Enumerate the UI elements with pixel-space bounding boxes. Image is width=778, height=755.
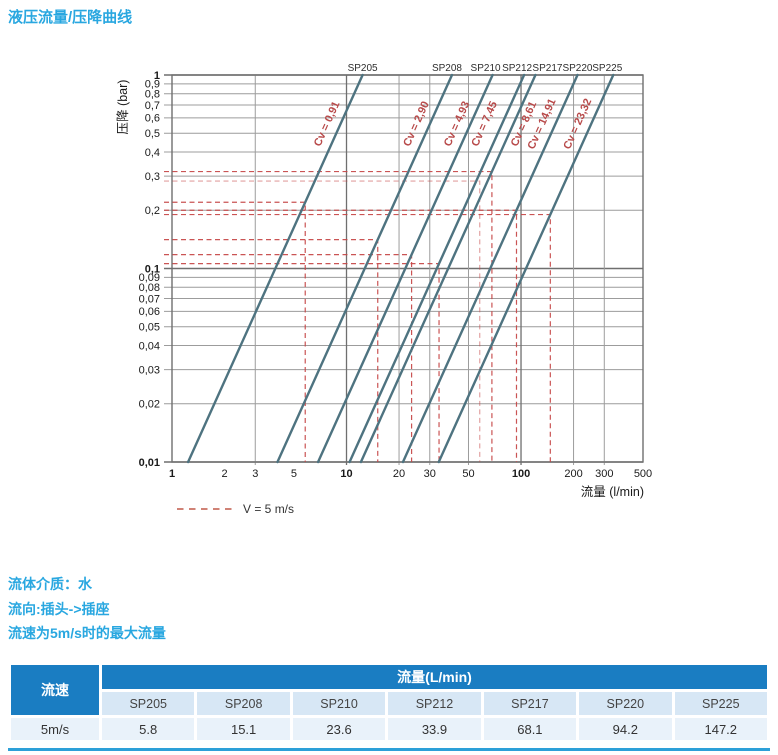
- series-label-SP217: SP217: [532, 63, 562, 74]
- flow-value-cell: 5.8: [98, 715, 198, 743]
- note-max-flow: 流速为5m/s时的最大流量: [8, 625, 166, 641]
- y-tick-label: 0,4: [145, 147, 160, 159]
- y-tick-label: 0,01: [139, 457, 160, 469]
- series-label-SP220: SP220: [562, 63, 592, 74]
- plot-border: [171, 74, 644, 463]
- y-axis-title: 压降 (bar): [116, 80, 130, 135]
- y-tick-label: 0,09: [139, 272, 160, 284]
- series-label-SP212: SP212: [502, 63, 532, 74]
- model-column-header: SP212: [385, 689, 484, 718]
- curve-SP217: [359, 73, 537, 464]
- x-tick-label: 30: [424, 468, 436, 480]
- curve-SP212: [348, 73, 526, 464]
- y-tick-label: 0,1: [145, 263, 160, 275]
- series-label-SP208: SP208: [432, 63, 462, 74]
- y-tick-label: 0,7: [145, 100, 160, 112]
- curve-SP210: [316, 73, 494, 464]
- y-tick-label: 0,08: [139, 282, 160, 294]
- cv-curves: [186, 73, 615, 464]
- model-column-header: SP217: [480, 689, 580, 718]
- y-tick-label: 0,03: [139, 364, 160, 376]
- x-tick-label: 2: [221, 468, 227, 480]
- x-tick-label: 20: [393, 468, 405, 480]
- y-tick-label: 0,6: [145, 113, 160, 125]
- x-tick-label: 3: [252, 468, 258, 480]
- y-tick-label: 0,06: [139, 306, 160, 318]
- flow-value-cell: 94.2: [576, 715, 675, 743]
- model-column-header: SP220: [576, 689, 675, 718]
- velocity-cell: 5m/s: [8, 715, 102, 743]
- y-tick-label: 0,07: [139, 293, 160, 305]
- series-label-SP205: SP205: [348, 63, 378, 74]
- cv-label-SP208: Cv = 2,90: [401, 100, 431, 149]
- x-tick-label: 10: [340, 468, 352, 480]
- cv-label-SP210: Cv = 4,93: [442, 100, 472, 149]
- y-tick-label: 0,2: [145, 205, 160, 217]
- x-tick-label: 1: [169, 468, 175, 480]
- legend-label: V = 5 m/s: [243, 502, 294, 516]
- v5-line-SP208: [164, 239, 379, 462]
- note-flow-direction: 流向:插头->插座: [8, 601, 110, 617]
- group-header-cell: 流量(L/min): [99, 662, 770, 692]
- v5-line-unlabeled: [164, 180, 481, 462]
- note-fluid-medium: 流体介质：水: [8, 576, 92, 592]
- y-tick-label: 0,9: [145, 79, 160, 91]
- table-group-header-row: 流速 流量(L/min): [8, 662, 770, 718]
- x-tick-label: 100: [512, 468, 530, 480]
- series-label-SP210: SP210: [471, 63, 501, 74]
- v5-line-SP205: [164, 201, 306, 462]
- table-bottom-rule: [8, 748, 770, 751]
- y-tick-label: 1: [154, 70, 160, 82]
- table-value-row: 5m/s 5.8 15.1 23.6 33.9 68.1 94.2 147.2: [8, 715, 771, 743]
- x-tick-label: 50: [462, 468, 474, 480]
- flow-value-cell: 147.2: [671, 715, 771, 743]
- curve-SP205: [186, 73, 364, 464]
- flow-value-cell: 33.9: [385, 715, 484, 743]
- y-tick-label: 0,04: [139, 340, 160, 352]
- chart-labels: 10,90,80,70,60,50,40,30,20,10,090,080,07…: [116, 63, 652, 516]
- corner-header-cell: 流速: [8, 662, 102, 718]
- v5-line-SP220: [164, 209, 518, 462]
- table-model-header-row: SP205 SP208 SP210 SP212 SP217 SP220 SP225: [10, 689, 771, 718]
- model-column-header: SP208: [194, 689, 293, 718]
- y-tick-label: 0,05: [139, 322, 160, 334]
- flow-value-cell: 23.6: [289, 715, 389, 743]
- flow-pressure-drop-chart: 10,90,80,70,60,50,40,30,20,10,090,080,07…: [116, 63, 652, 516]
- page-title: 液压流量/压降曲线: [8, 9, 133, 26]
- y-tick-label: 0,3: [145, 171, 160, 183]
- model-column-header: SP205: [98, 689, 198, 718]
- curve-SP225: [437, 73, 615, 464]
- x-tick-label: 200: [564, 468, 582, 480]
- curve-SP220: [401, 73, 579, 464]
- v5-line-SP212: [164, 263, 440, 462]
- curve-SP208: [276, 73, 454, 464]
- x-tick-label: 300: [595, 468, 613, 480]
- model-column-header: SP225: [671, 689, 771, 718]
- x-axis-title: 流量 (l/min): [581, 485, 644, 499]
- y-tick-label: 0,5: [145, 128, 160, 140]
- x-tick-label: 500: [634, 468, 652, 480]
- cv-label-SP205: Cv = 0,91: [312, 100, 342, 149]
- max-flow-table: 流速 流量(L/min) SP205 SP208 SP210 SP212 SP217 SP…: [8, 662, 771, 743]
- v5-dashed-lines: [164, 170, 551, 462]
- series-label-SP225: SP225: [592, 63, 622, 74]
- x-tick-label: 5: [291, 468, 297, 480]
- model-column-header: SP210: [289, 689, 389, 718]
- flow-value-cell: 68.1: [480, 715, 580, 743]
- y-tick-label: 0,02: [139, 399, 160, 411]
- flow-value-cell: 15.1: [194, 715, 293, 743]
- y-tick-label: 0,8: [145, 89, 160, 101]
